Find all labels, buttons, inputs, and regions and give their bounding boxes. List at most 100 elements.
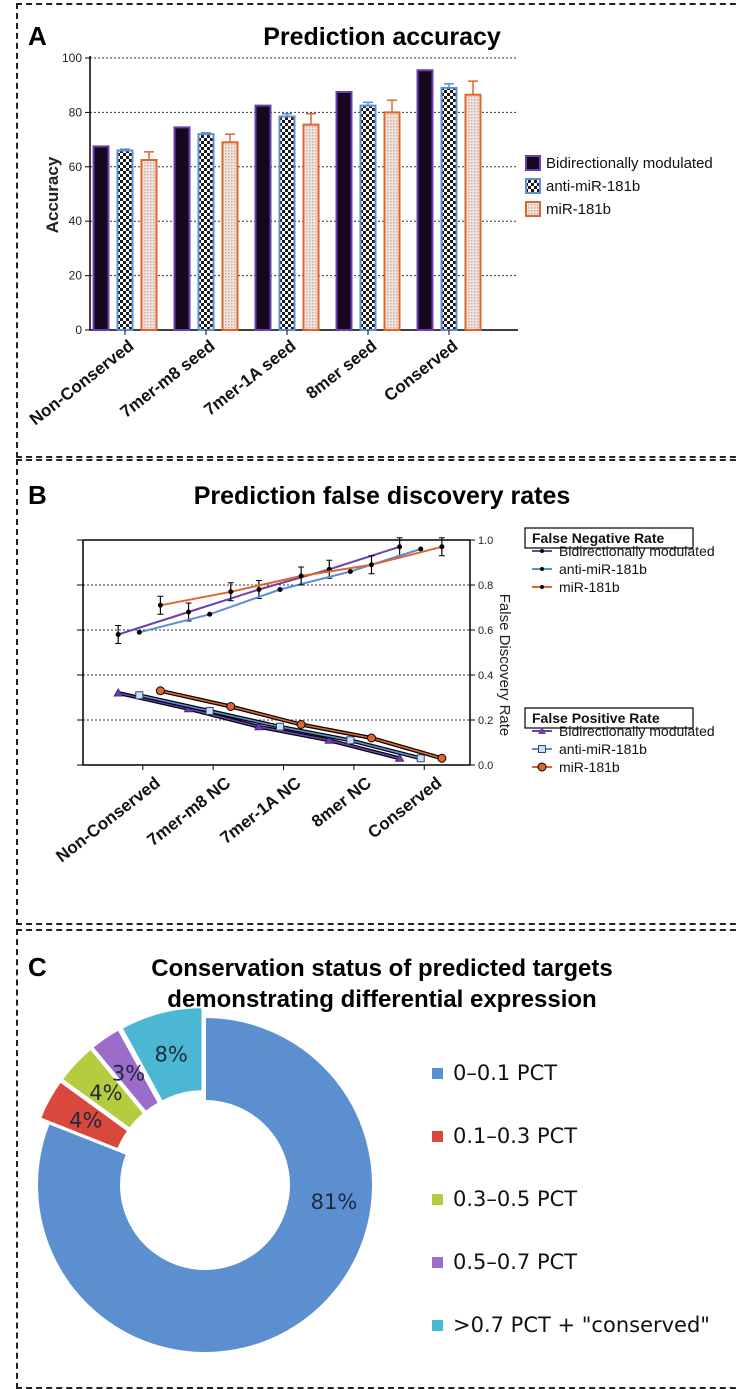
slice-value-label: 4%	[69, 1109, 102, 1133]
legend-swatch	[525, 201, 541, 217]
panel-a	[16, 3, 739, 458]
data-point	[135, 691, 144, 700]
slice-value-label: 81%	[311, 1190, 358, 1214]
legend-label: miR-181b	[559, 759, 620, 775]
legend-label: anti-miR-181b	[546, 178, 640, 195]
donut-slice	[36, 1015, 374, 1354]
slice-value-label: 3%	[112, 1062, 145, 1086]
data-point	[324, 735, 335, 744]
legend-label: 0.1–0.3 PCT	[453, 1124, 577, 1148]
data-point	[228, 589, 234, 595]
data-point	[394, 753, 405, 762]
y-tick-label: 0	[75, 323, 82, 337]
data-point	[256, 587, 262, 592]
legend-marker	[537, 762, 547, 772]
slice-value-label: 8%	[155, 1042, 188, 1066]
panel-c-letter: C	[28, 952, 47, 982]
panel-b-letter: B	[28, 480, 47, 510]
data-point	[226, 702, 236, 711]
legend-label: anti-miR-181b	[559, 741, 647, 757]
legend-label: >0.7 PCT + "conserved"	[453, 1313, 710, 1337]
bar	[92, 145, 110, 331]
bar	[254, 104, 272, 331]
legend-label: 0–0.1 PCT	[453, 1061, 557, 1085]
donut-slice	[60, 1047, 146, 1131]
data-point	[254, 721, 264, 731]
panel-b-ylabel: False Discovery Rate	[496, 594, 513, 737]
legend-marker	[540, 585, 544, 589]
data-point	[418, 546, 424, 552]
y-tick-label: 0.6	[478, 625, 493, 637]
legend-label: miR-181b	[546, 201, 611, 218]
data-point	[439, 544, 445, 550]
donut-slice	[120, 1006, 204, 1104]
legend-marker	[538, 727, 546, 734]
legend-swatch	[432, 1194, 443, 1205]
legend-label: 0.5–0.7 PCT	[453, 1250, 577, 1274]
data-point	[157, 602, 163, 608]
legend-marker	[540, 549, 544, 553]
panel-c-title-line1: Conservation status of predicted targets	[151, 955, 612, 982]
data-point	[298, 573, 304, 579]
panel-a-title: Prediction accuracy	[263, 23, 501, 51]
legend-title-box	[524, 707, 694, 729]
data-point	[113, 687, 124, 697]
data-point	[205, 707, 214, 715]
y-tick-label: 80	[69, 105, 83, 119]
panel-b	[16, 459, 739, 925]
legend-marker	[538, 745, 546, 753]
slice-value-label: 4%	[89, 1081, 122, 1105]
panel-b-title: Prediction false discovery rates	[194, 482, 571, 510]
legend-swatch	[432, 1320, 443, 1331]
legend-swatch	[432, 1131, 443, 1142]
data-point	[368, 562, 374, 568]
legend-marker	[540, 567, 544, 571]
data-point	[346, 736, 355, 745]
data-point	[115, 632, 121, 637]
y-tick-label: 0.0	[478, 760, 493, 772]
legend-label: anti-miR-181b	[559, 561, 647, 577]
data-point	[186, 609, 192, 615]
panel-a-ylabel: Accuracy	[43, 156, 62, 233]
y-tick-label: 0.2	[478, 715, 493, 727]
data-point	[276, 722, 285, 731]
legend-title: False Positive Rate	[532, 710, 660, 726]
legend-title-box	[524, 527, 694, 549]
data-point	[437, 753, 447, 763]
y-tick-label: 100	[62, 51, 82, 65]
legend-label: Bidirectionally modulated	[546, 155, 713, 172]
y-tick-label: 40	[69, 214, 83, 228]
legend-label: Bidirectionally modulated	[559, 723, 715, 739]
data-point	[296, 720, 306, 729]
legend-swatch	[432, 1068, 443, 1079]
y-tick-label: 1.0	[478, 535, 493, 547]
data-point	[277, 587, 283, 592]
data-point	[136, 629, 142, 635]
bar	[173, 126, 191, 331]
legend-label: 0.3–0.5 PCT	[453, 1187, 577, 1211]
legend-title: False Negative Rate	[532, 530, 664, 546]
data-point	[207, 611, 213, 617]
bar	[335, 91, 353, 331]
bar	[416, 69, 434, 332]
panel-c-title-line2: demonstrating differential expression	[167, 986, 596, 1013]
donut-slice	[38, 1080, 130, 1151]
y-tick-label: 60	[69, 160, 83, 174]
legend-label: Bidirectionally modulated	[559, 543, 715, 559]
legend-swatch	[525, 178, 541, 194]
y-tick-label: 0.8	[478, 580, 493, 592]
y-tick-label: 0.4	[478, 670, 493, 682]
data-point	[155, 686, 165, 696]
data-point	[397, 544, 403, 550]
data-point	[347, 569, 353, 574]
donut-slice	[90, 1028, 161, 1114]
data-point	[366, 733, 376, 743]
legend-swatch	[525, 155, 541, 171]
data-point	[416, 754, 425, 763]
panel-a-letter: A	[28, 21, 47, 51]
y-tick-label: 20	[69, 269, 83, 283]
legend-label: miR-181b	[559, 579, 620, 595]
